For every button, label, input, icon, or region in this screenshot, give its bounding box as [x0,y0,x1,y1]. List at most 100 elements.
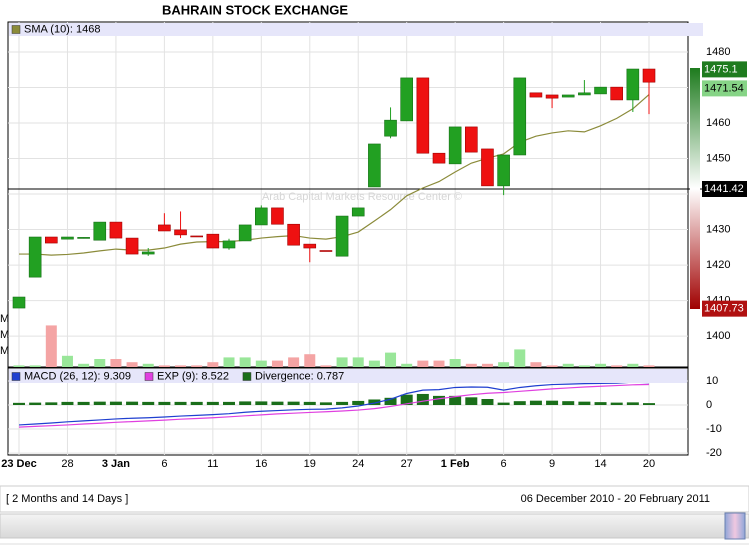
divergence-bar [109,401,122,406]
legend-bar [9,23,703,36]
candle-body [319,250,333,252]
divergence-bar [610,402,623,406]
scroll-handle[interactable] [724,512,746,540]
candle-body [287,223,300,246]
price-marker-box [702,61,747,78]
volume-bar [239,357,251,367]
divergence-bar [206,401,219,406]
volume-bar [61,355,73,367]
divergence-bar [255,401,268,406]
legend-label: SMA (10): 1468 [24,23,100,35]
candle-body [529,92,543,98]
divergence-bar [319,402,332,406]
volume-bar [417,360,429,367]
series-line [19,94,650,256]
candle-body [497,154,510,187]
candle-body [416,77,430,154]
candle-body [158,224,171,232]
y-tick-label: 1480 [706,46,730,58]
volume-bar [271,360,283,367]
volume-bar [336,357,348,367]
legend-label: EXP (9): 8.522 [157,370,229,382]
divergence-bar [158,401,171,406]
y-tick-label: 0 [706,399,712,411]
volume-bar [94,359,106,367]
volume-bar [449,359,461,367]
candle-body [238,224,252,242]
volume-bar [29,365,41,367]
volume-bar [78,363,90,367]
volume-bar [595,363,607,367]
y-tick-label: -10 [706,423,722,435]
x-tick-label: 19 [304,458,316,470]
volume-bar [45,325,57,367]
volume-tick-label: M [0,313,9,325]
x-tick-label: 16 [255,458,267,470]
x-tick-label: 20 [643,458,655,470]
divergence-bar [546,400,559,406]
volume-bar [481,363,493,367]
x-tick-label: 23 Dec [1,458,36,470]
candle-body [61,236,74,240]
divergence-bar [190,401,203,406]
volume-bar [401,363,413,367]
y-tick-label: 1450 [706,152,730,164]
watermark: Arab Capital Markets Resource Center © [262,191,462,203]
volume-bar [352,357,364,367]
volume-bar [158,365,170,367]
legend-bar [9,369,687,383]
candle-body [93,221,107,241]
divergence-bar [626,402,639,406]
volume-bar [611,365,623,367]
scrollbar[interactable] [0,513,749,539]
candle-body [368,143,381,188]
price-gradient [690,68,700,309]
legend-swatch [11,25,21,34]
volume-tick-label: M [0,329,9,341]
price-marker-label: 1475.1 [704,63,738,75]
candle-body [271,207,284,225]
divergence-bar [529,400,542,406]
y-tick-label: 10 [706,375,718,387]
divergence-bar [562,401,575,406]
candle-body [190,235,203,238]
candle-body [45,236,58,244]
price-marker-label: 1407.73 [704,303,744,315]
y-tick-label: 1420 [706,259,730,271]
volume-bar [465,363,477,367]
divergence-bar [416,393,429,406]
x-tick-label: 11 [207,458,218,470]
volume-bar [110,359,122,367]
candle-body [125,237,139,255]
candle-body [448,126,462,165]
x-tick-label: 9 [549,458,555,470]
candle-body [141,251,155,255]
divergence-bar [352,400,365,406]
x-tick-label: 14 [594,458,606,470]
volume-bar [368,360,380,367]
volume-bar [288,357,300,367]
candle-body [12,296,26,309]
candle-body [594,86,607,95]
x-tick-label: 6 [161,458,167,470]
volume-bar [223,357,235,367]
candle-body [206,233,220,249]
volume-bar [191,365,203,367]
candle-body [626,68,640,101]
candle-body [77,237,90,239]
divergence-bar [239,401,252,406]
footer-bar [0,485,749,513]
price-marker-label: 1471.54 [704,82,744,94]
chart-title: BAHRAIN STOCK EXCHANGE [162,2,348,17]
volume-bar [255,360,267,367]
legend-swatch [144,372,154,381]
divergence-bar [271,401,284,406]
candle-body [561,94,575,98]
divergence-bar [400,394,413,406]
divergence-bar [287,401,300,406]
divergence-bar [174,401,187,406]
x-tick-label: 27 [401,458,413,470]
legend-swatch [242,372,252,381]
divergence-bar [643,403,655,406]
series-line [18,381,650,426]
